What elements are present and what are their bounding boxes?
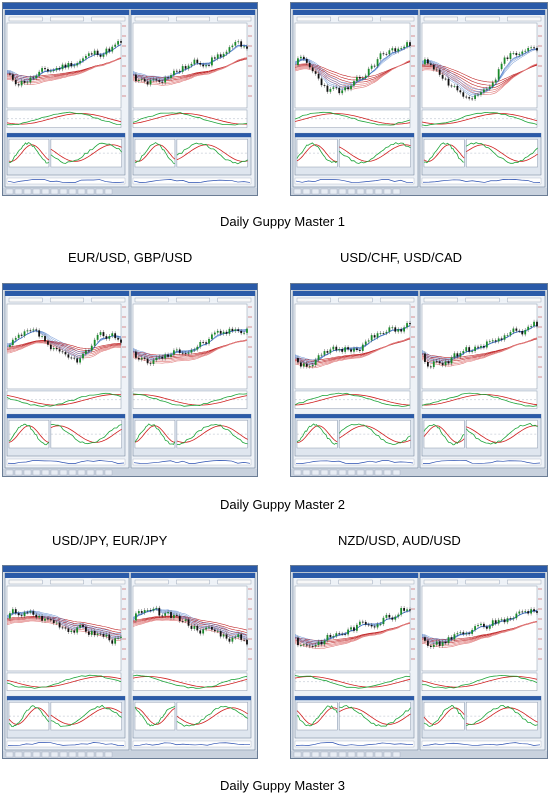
screenshot-master2-left — [2, 283, 258, 477]
platform-screenshot-graphic — [291, 3, 547, 195]
pair-label-nzdusd-audusd: NZD/USD, AUD/USD — [338, 533, 461, 548]
platform-screenshot-graphic — [291, 566, 547, 758]
platform-screenshot-graphic — [3, 3, 257, 195]
screenshot-master3-left — [2, 565, 258, 759]
platform-screenshot-graphic — [3, 566, 257, 758]
screenshot-master1-left — [2, 2, 258, 196]
caption-master1: Daily Guppy Master 1 — [220, 214, 345, 229]
caption-master2: Daily Guppy Master 2 — [220, 497, 345, 512]
screenshot-master1-right — [290, 2, 548, 196]
platform-screenshot-graphic — [3, 284, 257, 476]
caption-master3: Daily Guppy Master 3 — [220, 778, 345, 793]
platform-screenshot-graphic — [291, 284, 547, 476]
screenshot-master3-right — [290, 565, 548, 759]
pair-label-usdjpy-eurjpy: USD/JPY, EUR/JPY — [52, 533, 168, 548]
screenshot-master2-right — [290, 283, 548, 477]
pair-label-usdchf-usdcad: USD/CHF, USD/CAD — [340, 250, 463, 265]
pair-label-eurusd-gbpusd: EUR/USD, GBP/USD — [68, 250, 193, 265]
